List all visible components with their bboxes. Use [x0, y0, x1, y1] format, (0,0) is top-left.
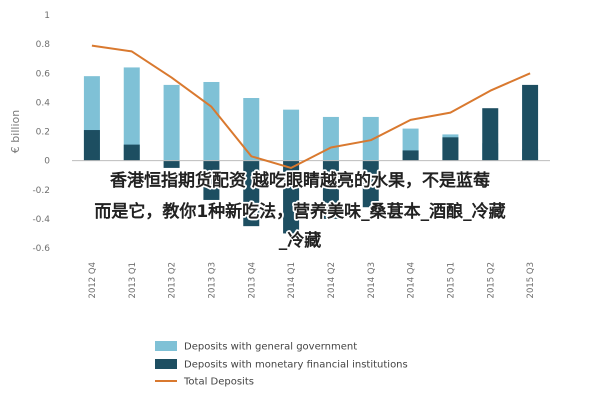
- y-tick-label: -0.4: [32, 215, 50, 225]
- bar-monetary-institutions: [163, 160, 180, 168]
- x-tick-label: 2014 Q4: [407, 262, 417, 298]
- bar-general-government: [163, 84, 180, 161]
- y-tick-label: 1: [44, 11, 50, 21]
- legend-label: Deposits with general government: [184, 342, 357, 353]
- bar-general-government: [123, 67, 140, 161]
- x-tick-label: 2014 Q3: [367, 262, 377, 298]
- bar-monetary-institutions: [203, 160, 220, 200]
- y-axis-title: € billion: [9, 110, 22, 153]
- y-tick-label: 0.6: [36, 69, 51, 79]
- overlay-line-1: 香港恒指期货配资 越吃眼睛越亮的水果，不是蓝莓: [110, 170, 490, 191]
- x-tick-label: 2012 Q4: [88, 262, 98, 298]
- bar-general-government: [322, 116, 339, 161]
- bar-monetary-institutions: [402, 150, 419, 161]
- y-tick-label: 0.8: [36, 40, 51, 50]
- x-tick-label: 2013 Q3: [207, 262, 217, 298]
- total-deposits-line: [91, 44, 531, 169]
- legend-label: Deposits with monetary financial institu…: [184, 360, 408, 371]
- y-tick-label: 0: [44, 157, 50, 167]
- bar-monetary-institutions: [362, 160, 379, 208]
- y-tick-label: 0.2: [36, 128, 50, 138]
- y-tick-label: -0.6: [32, 244, 50, 254]
- y-axis: -0.6 -0.4 -0.2 0 0.2 0.4 0.6 0.8 1: [32, 11, 50, 254]
- bar-monetary-institutions: [83, 130, 100, 161]
- x-tick-label: 2013 Q2: [168, 262, 178, 298]
- bar-monetary-institutions: [123, 144, 140, 161]
- x-tick-label: 2014 Q2: [327, 262, 337, 298]
- x-tick-label: 2015 Q3: [526, 262, 536, 298]
- overlay-caption: 香港恒指期货配资 越吃眼睛越亮的水果，不是蓝莓 而是它，教你1种新吃法，营养美味…: [93, 168, 508, 253]
- y-tick-label: 0.4: [36, 98, 51, 108]
- x-tick-label: 2013 Q4: [247, 262, 257, 298]
- overlay-line-3: _冷藏: [279, 230, 322, 251]
- bar-monetary-institutions: [482, 108, 499, 161]
- overlay-line-2: 而是它，教你1种新吃法，营养美味_桑葚本_酒酿_冷藏: [94, 201, 505, 222]
- bar-monetary-institutions: [522, 84, 539, 161]
- bar-monetary-institutions: [243, 160, 260, 227]
- bar-general-government: [362, 116, 379, 161]
- bar-general-government: [283, 109, 300, 161]
- legend: Deposits with general government Deposits…: [155, 341, 408, 388]
- legend-label: Total Deposits: [183, 377, 254, 388]
- bar-monetary-institutions: [283, 160, 300, 234]
- x-axis: 2012 Q4 2013 Q1 2013 Q2 2013 Q3 2013 Q4 2014 …: [88, 262, 536, 298]
- x-tick-label: 2015 Q1: [446, 262, 456, 298]
- bar-monetary-institutions: [322, 160, 339, 219]
- x-tick-label: 2014 Q1: [287, 262, 297, 298]
- total-deposits-polyline: [91, 44, 531, 169]
- bar-monetary-institutions: [442, 137, 459, 161]
- legend-swatch: [155, 341, 177, 351]
- x-tick-label: 2013 Q1: [128, 262, 138, 298]
- legend-swatch: [155, 359, 177, 369]
- x-tick-label: 2015 Q2: [486, 262, 496, 298]
- y-tick-label: -0.2: [32, 186, 50, 196]
- bar-general-government: [203, 81, 220, 161]
- bar-general-government: [243, 98, 260, 161]
